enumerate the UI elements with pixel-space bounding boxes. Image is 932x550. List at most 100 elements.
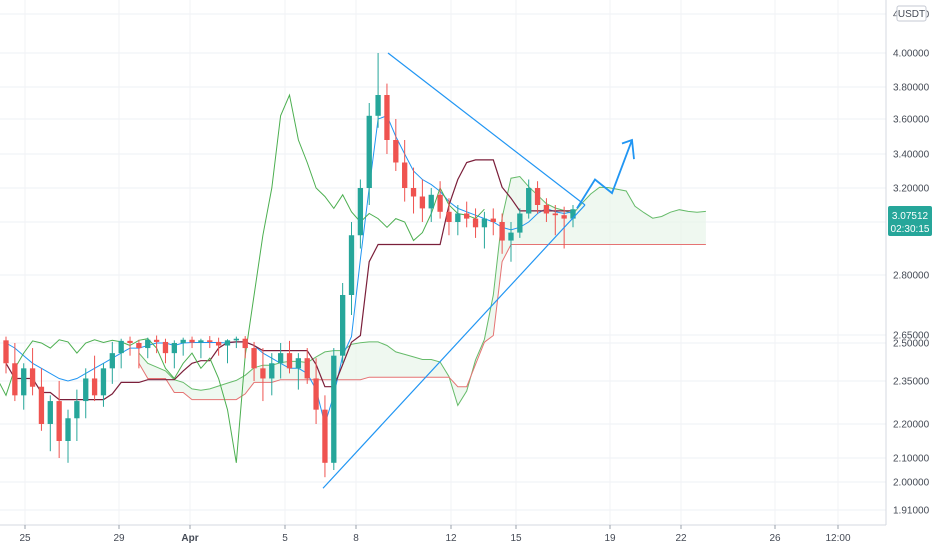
candle: [375, 53, 381, 128]
candle-body: [517, 213, 523, 233]
candle-body: [56, 401, 62, 441]
candle-body: [233, 338, 240, 341]
candle-body: [74, 401, 80, 419]
candle-body: [410, 188, 417, 197]
candle: [322, 395, 328, 478]
candle: [251, 341, 257, 381]
time-axis-labels: 25 29 Apr 5 8 12 15 19 22 26 12:00: [19, 525, 851, 544]
candle-body: [242, 338, 248, 349]
time-tick-label: 12: [445, 533, 457, 544]
candle: [472, 208, 479, 238]
candle: [198, 338, 204, 359]
candle-body: [207, 340, 213, 342]
price-tick-label: 2.10000: [893, 454, 930, 465]
candle-body: [508, 232, 514, 241]
candle-body: [3, 340, 9, 364]
candle: [437, 181, 443, 219]
candle: [286, 340, 293, 374]
candle-body: [286, 353, 293, 369]
currency-box[interactable]: [896, 5, 927, 22]
candle-body: [127, 340, 133, 343]
candle-body: [366, 115, 372, 188]
candle-body: [331, 355, 337, 463]
projection-arrowhead: [621, 138, 635, 160]
candle-body: [83, 378, 89, 402]
time-axis-panel[interactable]: [0, 525, 932, 550]
candle-body: [357, 188, 364, 236]
candle: [304, 348, 310, 384]
candle-body: [313, 378, 319, 410]
price-axis-panel[interactable]: [886, 0, 932, 525]
candle: [180, 337, 186, 356]
candle: [136, 339, 142, 369]
price-tick-label: 2.80000: [893, 271, 930, 282]
candle-body: [224, 340, 231, 346]
time-tick-label: 19: [604, 533, 616, 544]
price-tick-label: 2.65000: [893, 331, 930, 342]
candle-body: [145, 339, 151, 349]
candle: [21, 363, 27, 410]
candle: [47, 395, 53, 452]
candle-body: [277, 353, 284, 364]
candle: [215, 337, 222, 356]
candle: [109, 341, 115, 384]
leading-span-b-line: [138, 244, 706, 401]
candle-body: [136, 343, 142, 349]
candle-body: [100, 368, 107, 396]
candle-body: [65, 418, 71, 441]
candle: [534, 181, 541, 214]
grid-lines: [0, 0, 886, 525]
candle-body: [29, 368, 36, 387]
candle: [74, 389, 80, 441]
candle: [127, 336, 133, 356]
price-tick-label: 3.40000: [893, 150, 930, 161]
price-tick-label: 3.80000: [893, 83, 930, 94]
candle: [481, 211, 488, 249]
time-tick-label: 8: [353, 533, 359, 544]
price-tick-label: 3.20000: [893, 184, 930, 195]
candle: [357, 179, 364, 249]
candle: [29, 348, 36, 396]
candle-body: [251, 348, 257, 369]
candle-body: [38, 386, 45, 424]
candle-body: [109, 353, 115, 369]
candle: [552, 205, 558, 236]
candle-body: [428, 194, 434, 209]
candle-body: [162, 341, 169, 354]
time-tick-label: 29: [113, 533, 125, 544]
candle: [570, 205, 576, 228]
candle: [543, 198, 550, 222]
price-tick-label: 2.20000: [893, 420, 930, 431]
candle-body: [437, 194, 443, 212]
candle: [233, 336, 240, 349]
candle-body: [12, 363, 18, 396]
candle-body: [348, 235, 355, 295]
candle: [384, 83, 390, 154]
leading-span-a-line: [138, 175, 706, 407]
candle: [91, 355, 98, 402]
candle: [56, 381, 62, 458]
candle-body: [419, 196, 426, 209]
candle-body: [47, 401, 53, 424]
time-tick-label: 25: [19, 533, 31, 544]
price-tick-label: 2.50000: [893, 339, 930, 350]
projection-arrow: [576, 139, 633, 209]
candle: [3, 336, 9, 374]
price-tick-label: 2.00000: [893, 478, 930, 489]
time-tick-label: 22: [675, 533, 687, 544]
candle: [331, 348, 337, 470]
candle-body: [295, 358, 302, 369]
candle: [348, 222, 355, 315]
candle: [83, 368, 89, 419]
candle-body: [189, 339, 195, 343]
time-tick-label: 15: [510, 533, 522, 544]
candle-body: [561, 215, 567, 219]
candle: [366, 103, 372, 205]
candle: [145, 337, 151, 359]
candle: [402, 140, 408, 202]
candle: [517, 208, 523, 238]
candle-body: [375, 95, 381, 116]
candle: [455, 205, 461, 236]
candle: [490, 208, 496, 236]
